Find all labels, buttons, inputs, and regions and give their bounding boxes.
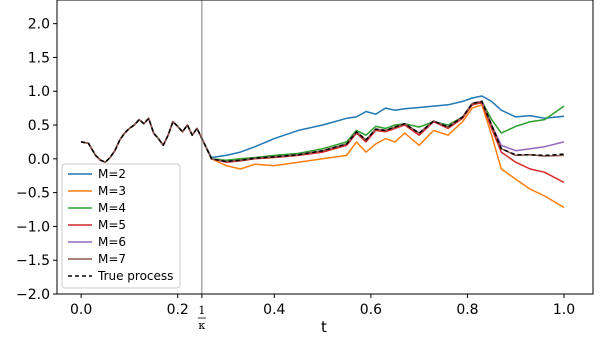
x-axis-ticks: 0.0 0.2 0.4 0.6 0.8 1.0 — [70, 294, 575, 318]
y-tick-label: −1.5 — [16, 253, 50, 269]
legend-label: M=2 — [98, 167, 126, 181]
legend-label: True process — [97, 269, 173, 283]
y-axis-ticks: −2.0 −1.5 −1.0 −0.5 0.0 0.5 1.0 1.5 2.0 — [16, 17, 57, 303]
x-axis-label: t — [321, 318, 327, 336]
kappa-label-numerator: 1 — [198, 304, 205, 317]
y-tick-label: 1.5 — [28, 50, 50, 66]
legend: M=2 M=3 M=4 M=5 M=6 M=7 True process — [61, 163, 181, 289]
y-tick-label: −2.0 — [16, 287, 50, 303]
kappa-label: 1 κ — [197, 304, 206, 332]
x-tick-label: 0.4 — [263, 302, 285, 318]
y-tick-label: 0.5 — [28, 118, 50, 134]
legend-label: M=7 — [98, 252, 126, 266]
x-tick-label: 1.0 — [553, 302, 575, 318]
kappa-label-denominator: κ — [198, 319, 205, 332]
legend-box — [61, 163, 181, 289]
plot-frame — [56, 0, 594, 295]
y-tick-label: −0.5 — [16, 186, 50, 202]
x-tick-label: 0.6 — [360, 302, 382, 318]
x-tick-label: 0.8 — [456, 302, 478, 318]
y-tick-label: 0.0 — [28, 152, 50, 168]
series-line-7 — [80, 100, 565, 163]
y-tick-label: −1.0 — [16, 219, 50, 235]
lines-layer — [80, 95, 565, 209]
x-tick-label: 0.2 — [167, 302, 189, 318]
y-tick-label: 1.0 — [28, 84, 50, 100]
legend-label: M=5 — [98, 218, 126, 232]
legend-label: M=6 — [98, 235, 126, 249]
y-tick-label: 2.0 — [28, 17, 50, 33]
x-tick-label: 0.0 — [70, 302, 92, 318]
legend-label: M=3 — [98, 184, 126, 198]
legend-label: M=4 — [98, 201, 126, 215]
